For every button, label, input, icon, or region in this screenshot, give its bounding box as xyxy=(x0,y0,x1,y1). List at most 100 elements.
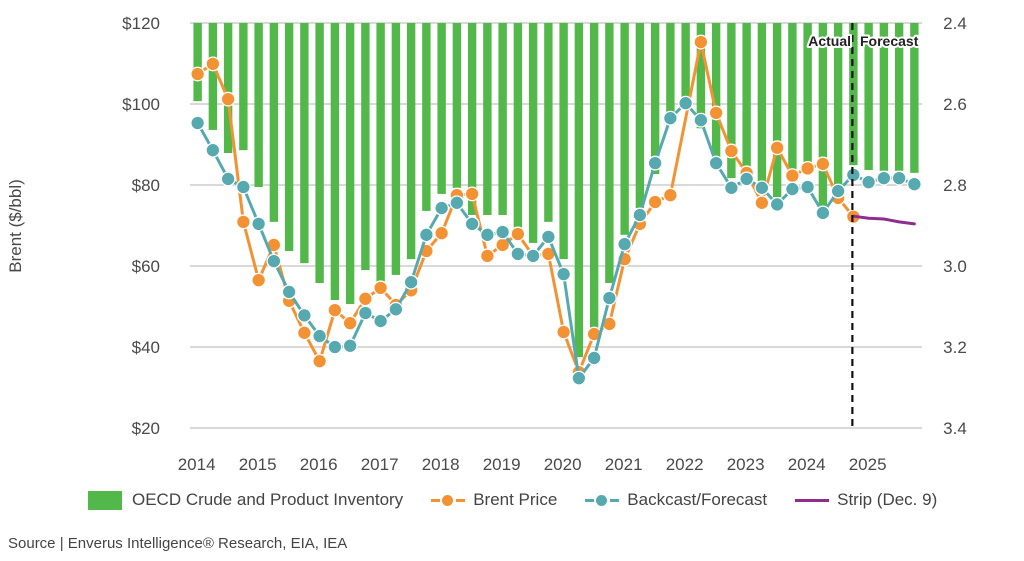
inventory-bar xyxy=(727,23,736,179)
source-note: Source | Enverus Intelligence® Research,… xyxy=(8,535,348,552)
backcast-forecast-point xyxy=(861,174,877,190)
x-tick-label: 2018 xyxy=(422,455,460,474)
backcast-forecast-point xyxy=(388,301,404,317)
backcast-forecast-point xyxy=(540,229,556,245)
brent-price-point xyxy=(479,248,495,264)
x-tick-label: 2015 xyxy=(239,455,277,474)
inventory-bars xyxy=(193,23,919,358)
y2-tick-label: 3.0 xyxy=(943,257,967,276)
backcast-forecast-point xyxy=(281,284,297,300)
backcast-forecast-point xyxy=(357,305,373,321)
x-tick-label: 2025 xyxy=(849,455,887,474)
brent-price-point xyxy=(556,324,572,340)
legend-label: Backcast/Forecast xyxy=(627,490,768,509)
backcast-forecast-point xyxy=(296,307,312,323)
brent-price-point xyxy=(251,272,267,288)
inventory-bar xyxy=(620,23,629,235)
inventory-bar xyxy=(254,23,263,188)
legend-label: Brent Price xyxy=(473,490,558,509)
brent-price-point xyxy=(373,280,389,296)
backcast-forecast-point xyxy=(891,170,907,186)
y-tick-label: $100 xyxy=(122,95,160,114)
inventory-bar xyxy=(833,23,843,190)
backcast-forecast-point xyxy=(586,350,602,366)
inventory-bar xyxy=(467,23,477,215)
brent-price-point xyxy=(327,302,343,318)
inventory-bar xyxy=(483,23,492,215)
y-tick-label: $20 xyxy=(132,419,160,438)
brent-price-point xyxy=(708,105,724,121)
backcast-forecast-point xyxy=(571,370,587,386)
backcast-forecast-point xyxy=(510,246,526,262)
backcast-forecast-point xyxy=(739,171,755,187)
brent-price-point xyxy=(342,315,358,331)
y-tick-label: $60 xyxy=(132,257,160,276)
backcast-forecast-point xyxy=(617,236,633,252)
backcast-forecast-point xyxy=(556,266,572,282)
brent-price-point xyxy=(815,156,831,172)
inventory-bar xyxy=(223,23,233,154)
inventory-bar xyxy=(650,23,660,175)
forecast-label: Forecast xyxy=(860,33,919,49)
inventory-bar xyxy=(864,23,873,171)
backcast-forecast-point xyxy=(876,170,892,186)
legend-item-strip: Strip (Dec. 9) xyxy=(795,490,937,510)
inventory-bar xyxy=(391,23,401,275)
inventory-bar xyxy=(818,23,828,211)
inventory-bar xyxy=(406,23,416,260)
brent-price-point xyxy=(723,143,739,159)
inventory-bar xyxy=(788,23,797,173)
brent-price-point xyxy=(647,194,663,210)
inventory-bar xyxy=(849,23,858,166)
inventory-bar xyxy=(528,23,538,243)
inventory-bar xyxy=(711,23,721,160)
inventory-bar xyxy=(910,23,919,173)
y2-tick-label: 3.4 xyxy=(943,419,967,438)
y-tick-label: $120 xyxy=(122,14,160,33)
x-tick-label: 2024 xyxy=(788,455,826,474)
backcast-forecast-point xyxy=(403,274,419,290)
brent-price-point xyxy=(205,56,221,72)
inventory-bar xyxy=(696,23,706,129)
y-tick-label: $80 xyxy=(132,176,160,195)
y-axis-label: Brent ($/bbl) xyxy=(6,179,25,273)
x-axis-ticks: 2014 2015 2016 2017 2018 2019 2020 2021 2022 2023… xyxy=(178,455,887,474)
inventory-bar xyxy=(803,23,812,166)
backcast-forecast-point xyxy=(220,171,236,187)
inventory-bar xyxy=(772,23,782,198)
backcast-forecast-point xyxy=(784,181,800,197)
backcast-forecast-point xyxy=(479,227,495,243)
x-tick-label: 2022 xyxy=(666,455,704,474)
backcast-forecast-point xyxy=(342,338,358,354)
brent-price-point xyxy=(693,34,709,50)
brent-line-marker-icon xyxy=(431,491,466,510)
strip-dec-9-line xyxy=(851,214,916,226)
brent-price-point xyxy=(754,195,770,211)
backcast-forecast-point xyxy=(800,179,816,195)
x-tick-label: 2017 xyxy=(361,455,399,474)
inventory-bar xyxy=(361,23,370,271)
inventory-bar xyxy=(330,23,340,301)
backcast-forecast-point xyxy=(662,110,678,126)
backcast-forecast-point xyxy=(723,180,739,196)
x-tick-label: 2023 xyxy=(727,455,765,474)
inventory-bar xyxy=(742,23,751,168)
inventory-bar xyxy=(376,23,385,283)
brent-price-point xyxy=(220,91,236,107)
backcast-forecast-point xyxy=(266,253,282,269)
backcast-forecast-point xyxy=(601,290,617,306)
brent-price-point xyxy=(190,66,206,82)
y2-tick-label: 2.6 xyxy=(943,95,967,114)
inventory-bar xyxy=(559,23,568,260)
backcast-forecast-point xyxy=(205,142,221,158)
legend-label: Strip (Dec. 9) xyxy=(837,490,938,509)
inventory-bar xyxy=(239,23,248,151)
backcast-forecast-point xyxy=(327,339,343,355)
brent-price-line xyxy=(196,40,855,374)
brent-price-point xyxy=(434,225,450,241)
legend-item-backcast: Backcast/Forecast xyxy=(585,490,767,510)
x-tick-label: 2020 xyxy=(544,455,582,474)
chart: $120$100$80$60$40$20 2.42.62.83.03.23.4 … xyxy=(6,14,967,474)
inventory-bar xyxy=(193,23,202,102)
x-tick-label: 2021 xyxy=(605,455,643,474)
